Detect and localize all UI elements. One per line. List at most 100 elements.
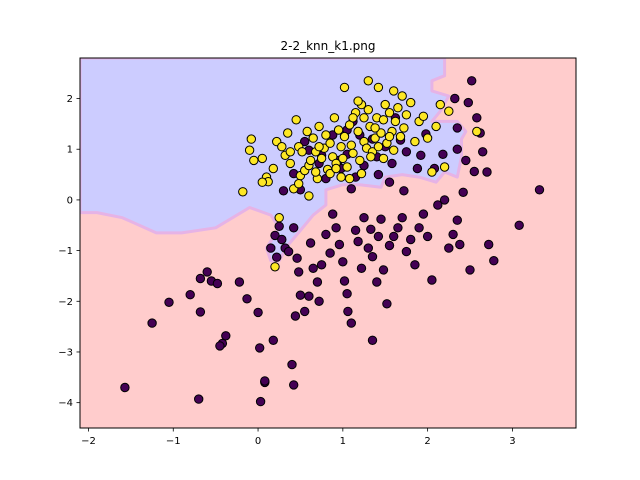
class-1-point — [294, 179, 304, 189]
class-0-point — [384, 177, 395, 187]
class-0-point — [455, 239, 465, 250]
class-0-point — [458, 187, 468, 198]
class-0-point — [346, 184, 356, 194]
x-tick-label: 1 — [340, 436, 346, 447]
class-0-point — [465, 265, 475, 275]
class-0-point — [255, 343, 265, 353]
class-0-point — [422, 231, 433, 242]
class-1-point — [418, 111, 429, 122]
class-0-point — [346, 318, 356, 328]
class-0-point — [212, 278, 223, 289]
class-1-point — [399, 123, 409, 133]
class-1-point — [342, 162, 352, 172]
class-1-point — [314, 142, 324, 152]
class-0-point — [289, 223, 299, 233]
scatter-points — [120, 76, 545, 407]
class-0-point — [308, 263, 318, 273]
class-0-point — [373, 231, 384, 242]
class-0-point — [270, 230, 280, 241]
class-0-point — [416, 150, 426, 161]
class-0-point — [412, 163, 423, 174]
class-1-point — [393, 103, 403, 113]
class-0-point — [378, 265, 389, 275]
class-1-point — [356, 168, 367, 179]
class-0-point — [414, 223, 424, 233]
class-1-point — [353, 96, 363, 106]
class-0-point — [164, 297, 174, 307]
class-1-point — [305, 155, 316, 166]
class-1-point — [321, 130, 331, 140]
class-0-point — [393, 223, 403, 233]
class-0-point — [359, 213, 369, 223]
class-0-point — [448, 229, 458, 240]
class-1-point — [274, 213, 284, 223]
class-0-point — [478, 147, 488, 157]
class-0-point — [325, 248, 335, 258]
y-tick-label: −4 — [58, 398, 73, 409]
class-0-point — [294, 267, 304, 277]
class-1-point — [390, 116, 401, 127]
class-0-point — [195, 307, 206, 317]
class-0-point — [289, 380, 299, 390]
class-0-point — [255, 396, 266, 407]
class-0-point — [367, 335, 378, 345]
class-0-point — [195, 273, 206, 284]
class-1-point — [291, 115, 301, 125]
class-1-point — [378, 153, 389, 164]
class-1-point — [344, 173, 355, 184]
y-tick-label: 2 — [67, 94, 73, 105]
class-1-point — [257, 177, 267, 187]
plot-frame — [79, 57, 577, 429]
class-0-point — [314, 296, 324, 306]
class-0-point — [272, 252, 282, 262]
class-1-point — [435, 99, 445, 110]
class-1-point — [346, 140, 356, 150]
class-0-point — [389, 231, 399, 242]
class-1-point — [389, 145, 399, 155]
class-0-point — [353, 236, 363, 247]
class-0-point — [444, 243, 454, 253]
class-0-point — [356, 263, 367, 273]
class-1-point — [380, 99, 390, 110]
class-0-point — [376, 214, 386, 224]
class-0-point — [372, 277, 382, 287]
class-1-point — [297, 147, 307, 157]
class-1-point — [285, 158, 295, 169]
class-0-point — [300, 306, 310, 317]
plot-area — [80, 58, 576, 428]
class-0-point — [399, 186, 409, 196]
class-1-point — [355, 155, 365, 166]
class-1-point — [373, 82, 384, 93]
class-0-point — [418, 209, 429, 219]
class-0-point — [338, 257, 348, 267]
class-0-point — [534, 185, 545, 195]
class-0-point — [147, 318, 157, 328]
y-tick-label: −1 — [58, 246, 73, 257]
class-0-point — [427, 275, 437, 285]
class-0-point — [221, 331, 231, 341]
class-1-point — [427, 167, 437, 177]
class-0-point — [334, 239, 345, 250]
class-1-point — [422, 133, 433, 143]
class-1-point — [249, 155, 259, 166]
class-0-point — [287, 359, 297, 370]
class-1-point — [246, 134, 257, 144]
class-0-point — [305, 238, 316, 248]
class-0-point — [469, 166, 479, 177]
class-1-point — [444, 106, 454, 116]
class-1-point — [348, 148, 358, 159]
class-0-point — [401, 246, 412, 257]
class-0-point — [410, 260, 420, 270]
class-0-point — [274, 221, 284, 232]
class-0-point — [312, 277, 323, 287]
class-1-point — [325, 138, 335, 148]
class-0-point — [452, 144, 462, 154]
class-0-point — [283, 246, 294, 257]
class-0-point — [234, 277, 245, 287]
class-1-point — [363, 105, 373, 115]
class-1-point — [238, 187, 248, 197]
class-1-point — [359, 113, 369, 123]
class-1-point — [329, 113, 340, 123]
class-1-point — [439, 162, 450, 172]
class-0-point — [461, 155, 471, 166]
